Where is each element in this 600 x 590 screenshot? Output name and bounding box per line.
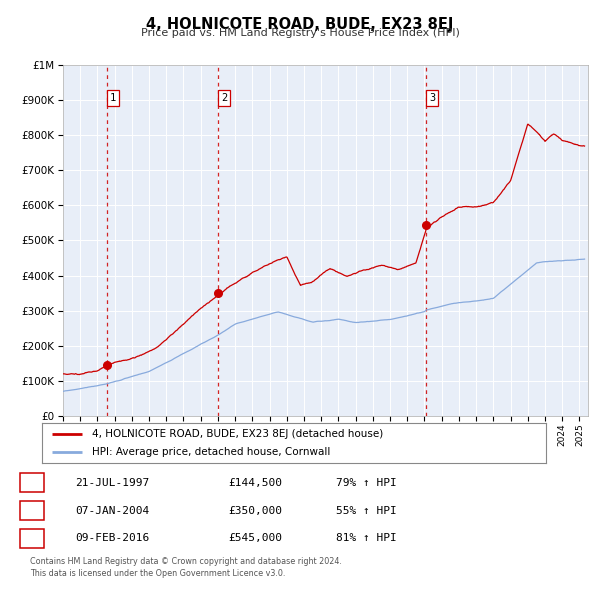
Text: 4, HOLNICOTE ROAD, BUDE, EX23 8EJ (detached house): 4, HOLNICOTE ROAD, BUDE, EX23 8EJ (detac… [92,429,383,439]
Text: 55% ↑ HPI: 55% ↑ HPI [336,506,397,516]
Text: 3: 3 [29,533,37,543]
Text: 09-FEB-2016: 09-FEB-2016 [75,533,149,543]
Text: 21-JUL-1997: 21-JUL-1997 [75,478,149,488]
Text: 2: 2 [29,506,37,516]
Text: £545,000: £545,000 [228,533,282,543]
Text: HPI: Average price, detached house, Cornwall: HPI: Average price, detached house, Corn… [92,447,331,457]
Text: Contains HM Land Registry data © Crown copyright and database right 2024.: Contains HM Land Registry data © Crown c… [30,557,342,566]
Text: 2: 2 [221,93,227,103]
Text: 3: 3 [429,93,435,103]
Text: 79% ↑ HPI: 79% ↑ HPI [336,478,397,488]
Text: This data is licensed under the Open Government Licence v3.0.: This data is licensed under the Open Gov… [30,569,286,578]
Text: £350,000: £350,000 [228,506,282,516]
Text: 1: 1 [109,93,116,103]
Text: 81% ↑ HPI: 81% ↑ HPI [336,533,397,543]
Text: Price paid vs. HM Land Registry's House Price Index (HPI): Price paid vs. HM Land Registry's House … [140,28,460,38]
Text: £144,500: £144,500 [228,478,282,488]
Text: 1: 1 [29,478,37,488]
Text: 4, HOLNICOTE ROAD, BUDE, EX23 8EJ: 4, HOLNICOTE ROAD, BUDE, EX23 8EJ [146,17,454,31]
Text: 07-JAN-2004: 07-JAN-2004 [75,506,149,516]
